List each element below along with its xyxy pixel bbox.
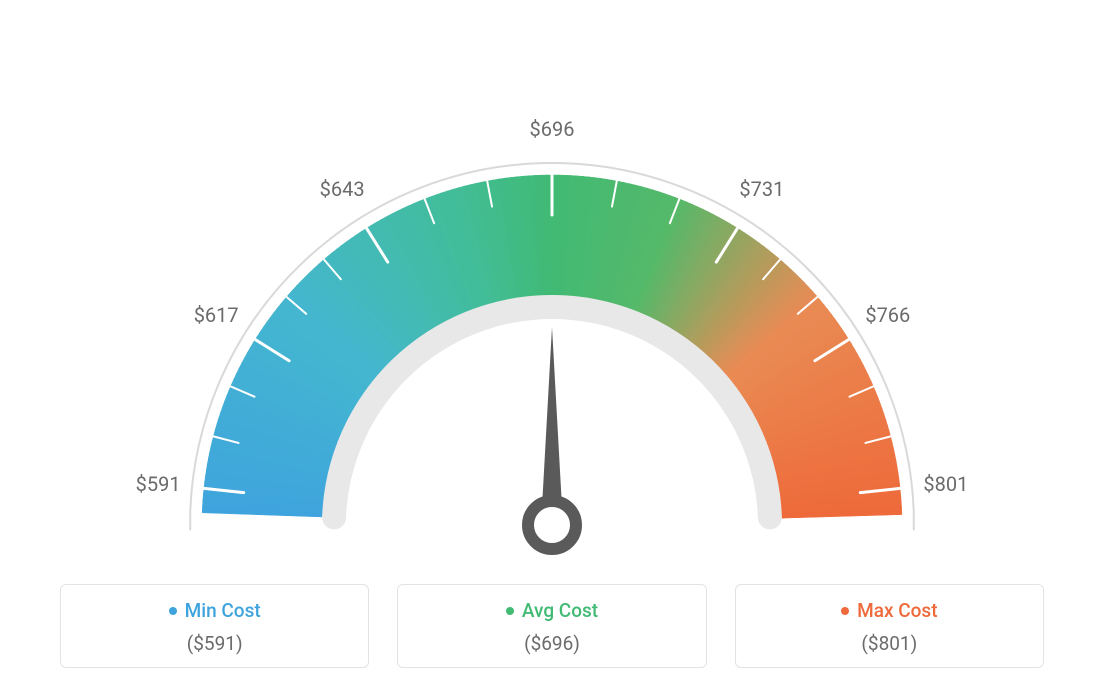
gauge-tick-label: $766 bbox=[865, 303, 910, 327]
legend-card-avg: Avg Cost ($696) bbox=[397, 584, 706, 668]
legend-title-min: Min Cost bbox=[169, 599, 261, 622]
gauge-tick-label: $643 bbox=[320, 177, 365, 201]
legend-card-max: Max Cost ($801) bbox=[735, 584, 1044, 668]
gauge-tick-label: $617 bbox=[194, 303, 239, 327]
legend-dot-avg bbox=[506, 607, 514, 615]
legend-label-max: Max Cost bbox=[857, 599, 937, 622]
legend-card-min: Min Cost ($591) bbox=[60, 584, 369, 668]
gauge-tick-label: $591 bbox=[136, 472, 181, 496]
legend-title-max: Max Cost bbox=[841, 599, 937, 622]
gauge-container: $591 $617 $643 $696 $731 $766 $801 bbox=[52, 50, 1052, 570]
legend-row: Min Cost ($591) Avg Cost ($696) Max Cost… bbox=[0, 584, 1104, 668]
gauge-tick-label: $801 bbox=[923, 472, 968, 496]
legend-value-avg: ($696) bbox=[408, 632, 695, 655]
legend-label-min: Min Cost bbox=[185, 599, 261, 622]
legend-value-max: ($801) bbox=[746, 632, 1033, 655]
legend-label-avg: Avg Cost bbox=[522, 599, 598, 622]
gauge-tick-label: $696 bbox=[530, 117, 575, 141]
legend-title-avg: Avg Cost bbox=[506, 599, 598, 622]
gauge-tick-label: $731 bbox=[739, 177, 784, 201]
legend-value-min: ($591) bbox=[71, 632, 358, 655]
legend-dot-max bbox=[841, 607, 849, 615]
legend-dot-min bbox=[169, 607, 177, 615]
